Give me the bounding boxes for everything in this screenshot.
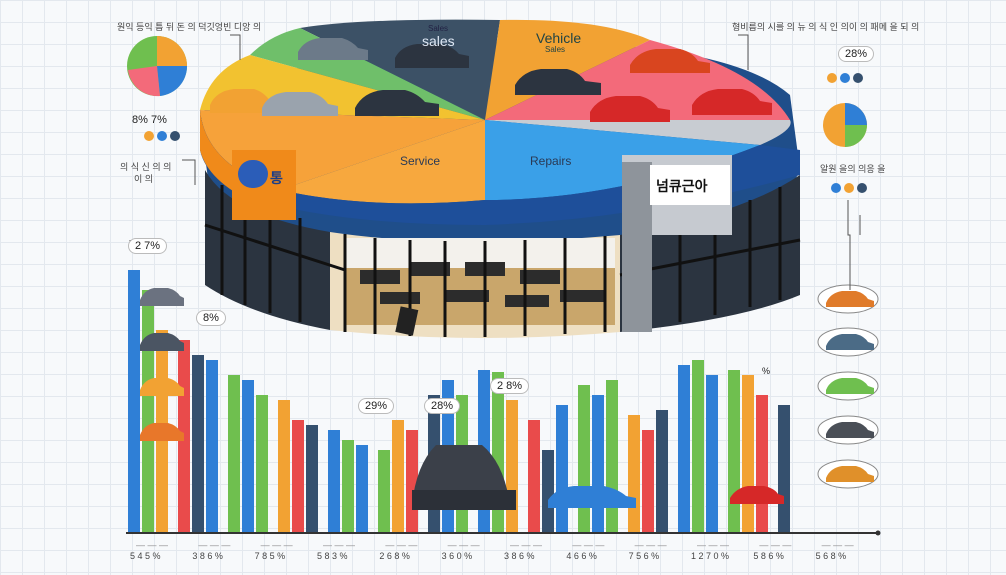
badge-bar-d: 2 8% <box>490 378 530 394</box>
pie-label-vehicle-small: Sales <box>545 45 566 54</box>
roof-cars <box>210 38 772 122</box>
x-axis-tick-top: — — — <box>510 540 543 550</box>
bar <box>642 430 654 533</box>
pie-label-sales-small: Sales <box>428 24 449 33</box>
store-sign-right: 넘큐근아 <box>656 179 708 195</box>
bar <box>356 445 368 533</box>
annotation-left-pct: 8% 7% <box>132 114 167 126</box>
x-axis-tick-top: — — — <box>697 540 730 550</box>
x-axis-tick-top: — — — <box>198 540 231 550</box>
pie-slice-gray <box>485 120 791 145</box>
bar <box>278 400 290 533</box>
x-axis-tick: 2 6 8 % <box>379 551 410 561</box>
bar <box>742 375 754 533</box>
bar <box>328 430 340 533</box>
connector-lines <box>129 34 861 290</box>
annotation-right-side: 알원 을의 의응 을 <box>820 164 886 174</box>
x-axis-tick-top: — — — <box>136 540 169 550</box>
x-axis-tick: 3 6 0 % <box>441 551 473 561</box>
badge-bar-b: 29% <box>358 398 395 414</box>
legend-dots-left <box>144 131 180 141</box>
bar <box>528 420 540 533</box>
bar <box>192 355 204 533</box>
x-axis-tick: 4 6 6 % <box>566 551 597 561</box>
badge-bar-e: % <box>762 366 771 376</box>
badge-bar-c: 28% <box>424 398 461 414</box>
x-axis-tick: 7 5 6 % <box>628 551 660 561</box>
bar <box>228 375 240 533</box>
x-axis-tick-top: — — — <box>323 540 356 550</box>
pie-label-repairs: Repairs <box>530 154 572 168</box>
bar <box>392 420 404 533</box>
x-axis-tick-top: — — — <box>821 540 854 550</box>
bar <box>728 370 740 533</box>
x-axis-tick-top: — — — <box>447 540 480 550</box>
sign-left-panel <box>232 150 296 220</box>
bar <box>292 420 304 533</box>
bar <box>678 365 690 533</box>
mini-pie-top-left <box>127 36 188 97</box>
bar <box>542 450 554 533</box>
pie-label-service: Service <box>400 154 441 168</box>
bar <box>778 405 790 533</box>
bar <box>506 400 518 533</box>
x-axis-tick-top: — — — <box>572 540 605 550</box>
x-axis-tick: 5 8 3 % <box>317 551 348 561</box>
bar <box>378 450 390 533</box>
pie-label-sales: sales <box>422 33 455 49</box>
annotation-left-side: 의 식 신 의 의 <box>120 162 172 172</box>
bar <box>142 290 154 533</box>
bar <box>556 405 568 533</box>
x-axis-tick: 3 8 6 % <box>504 551 535 561</box>
x-axis-tick-top: — — — <box>634 540 667 550</box>
x-axis-tick: 5 8 6 % <box>753 551 784 561</box>
bar-cars <box>140 288 784 510</box>
bar <box>242 380 254 533</box>
annotation-left-side-2: 이 의 <box>134 174 154 184</box>
bar <box>706 375 718 533</box>
annotation-top-left: 원익 등익 틈 뒤 돈 의 덕깃엉빈 디앙 의 <box>117 22 262 32</box>
bar <box>578 385 590 533</box>
pie-label-vehicle: Vehicle <box>536 30 582 46</box>
mini-pie-right <box>823 103 867 147</box>
bar <box>628 415 640 533</box>
x-axis-tick-top: — — — <box>260 540 293 550</box>
bar <box>342 440 354 533</box>
badge-bar-a: 8% <box>196 310 226 326</box>
axis-end-dot <box>875 530 881 536</box>
bar <box>256 395 268 533</box>
bar <box>306 425 318 533</box>
x-axis-tick-top: — — — <box>385 540 418 550</box>
x-axis-tick: 5 4 5 % <box>130 551 161 561</box>
bar <box>692 360 704 533</box>
legend-dots-right <box>827 73 867 193</box>
bar <box>756 395 768 533</box>
bar <box>606 380 618 533</box>
bar <box>656 410 668 533</box>
x-axis-tick: 7 8 5 % <box>254 551 286 561</box>
bar <box>206 360 218 533</box>
badge-bar-left: 2 7% <box>128 238 168 254</box>
annotation-top-right: 형비름의 시를 의 뉴 의 식 인 의이 의 패메 을 되 의 <box>732 22 920 32</box>
store-sign-left: 통 <box>270 171 283 187</box>
x-axis-tick: 3 8 6 % <box>192 551 223 561</box>
bar <box>128 270 140 533</box>
x-axis-tick-top: — — — <box>759 540 792 550</box>
bar <box>592 395 604 533</box>
x-axis-tick: 5 6 8 % <box>815 551 847 561</box>
dealership-building <box>204 150 801 339</box>
side-car-icons <box>817 284 879 489</box>
pie-slice-service-b <box>280 120 485 204</box>
badge-top-right: 28% <box>838 46 875 62</box>
x-axis-tick: 1 2 7 0 % <box>691 551 730 561</box>
